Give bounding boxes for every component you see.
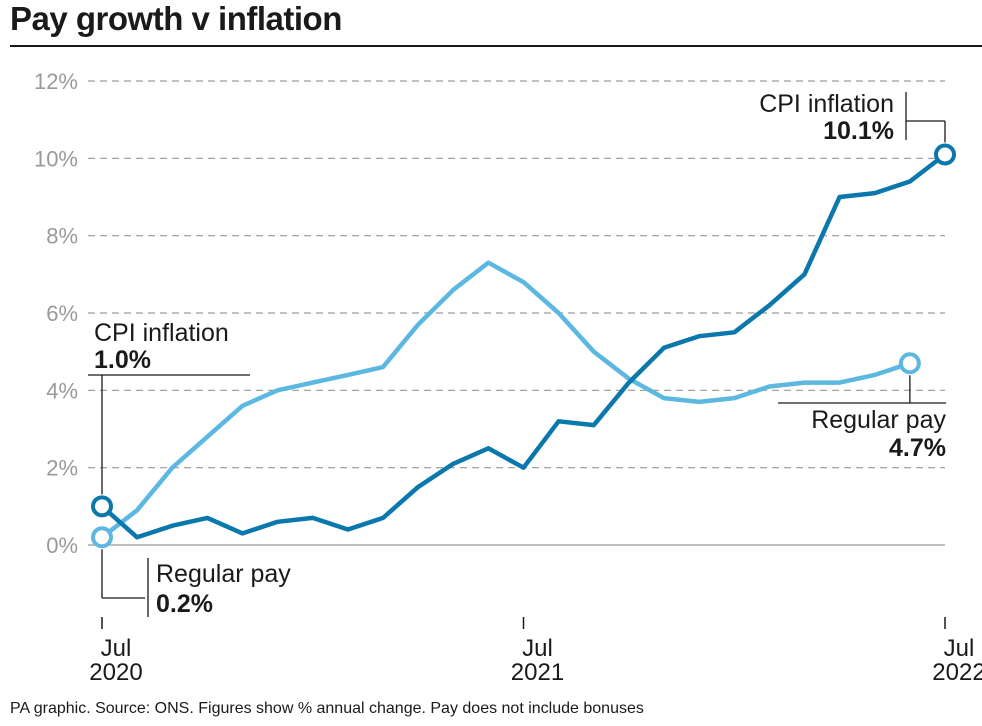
cpi-line	[99, 152, 948, 540]
title-rule	[10, 45, 982, 47]
x-tick-label-year: 2022	[932, 659, 982, 686]
x-tick-label-year: 2021	[511, 659, 564, 686]
pay-series-layer	[91, 260, 921, 549]
y-tick-label: 10%	[34, 146, 78, 171]
y-tick-label: 12%	[34, 69, 78, 94]
source-note: PA graphic. Source: ONS. Figures show % …	[10, 700, 644, 717]
y-tick-label: 6%	[46, 301, 78, 326]
pay-start-annotation-label: Regular pay	[156, 560, 291, 588]
cpi-end-marker	[934, 143, 956, 166]
cpi-end-annotation-value: 10.1%	[823, 117, 894, 145]
pay-end-annotation-label: Regular pay	[811, 406, 946, 434]
pay-end-annotation-value: 4.7%	[889, 434, 946, 462]
y-tick-label: 8%	[46, 224, 78, 249]
cpi-series-layer	[91, 143, 956, 540]
y-tick-label: 0%	[46, 533, 78, 558]
x-tick-label-month: Jul	[944, 635, 975, 662]
pay-start-marker	[91, 526, 113, 549]
chart-title: Pay growth v inflation	[10, 0, 342, 37]
y-tick-label: 2%	[46, 456, 78, 481]
annotation-layer: CPI inflation 1.0% Regular pay 0.2% CPI …	[88, 90, 946, 618]
pay-start-annotation-value: 0.2%	[156, 590, 213, 618]
cpi-start-annotation-label: CPI inflation	[94, 319, 229, 347]
grid-layer	[88, 80, 945, 546]
x-tick-label-month: Jul	[101, 635, 132, 662]
cpi-start-annotation-value: 1.0%	[94, 346, 151, 374]
y-tick-label: 4%	[46, 378, 78, 403]
regular-pay-line	[99, 260, 913, 540]
x-tick-label-year: 2020	[89, 659, 142, 686]
pay-end-marker	[898, 352, 921, 375]
cpi-end-annotation-label: CPI inflation	[759, 90, 894, 118]
x-tick-label-month: Jul	[522, 635, 553, 662]
cpi-start-marker	[91, 495, 113, 518]
